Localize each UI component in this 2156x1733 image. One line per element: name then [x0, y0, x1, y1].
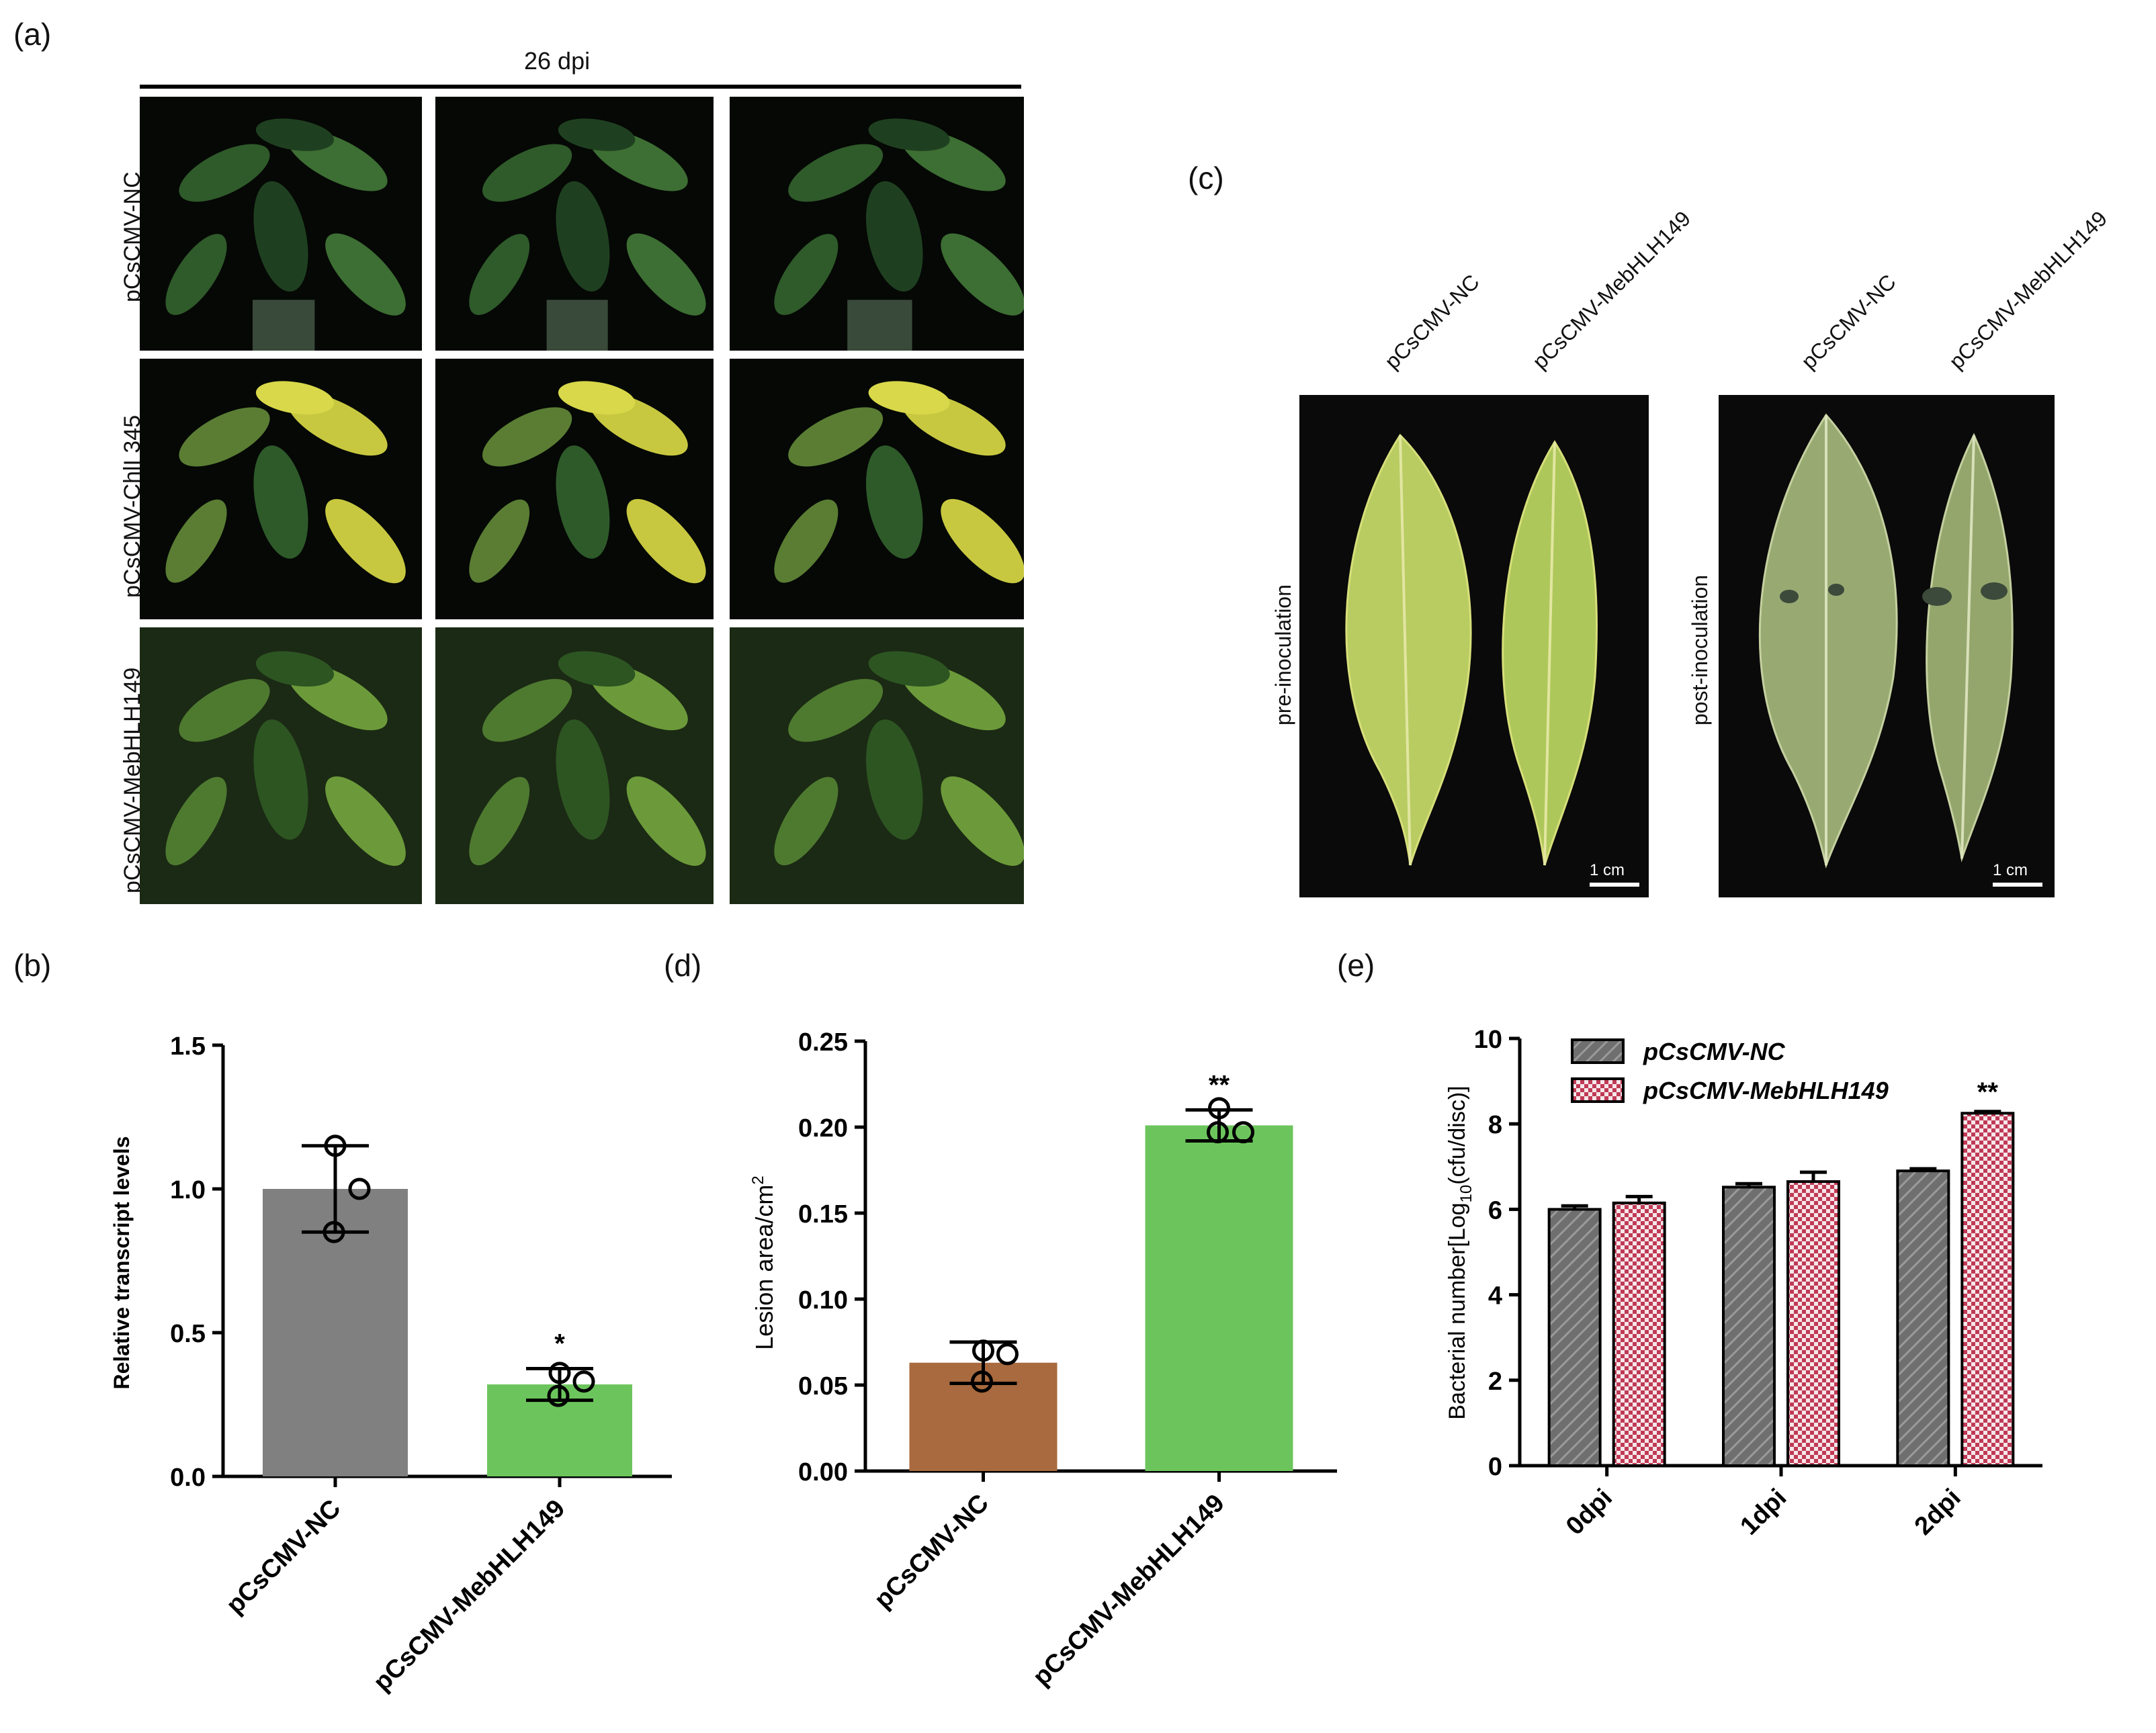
- bar-1-1: [1145, 1125, 1293, 1471]
- data-point-0-1-2: [547, 1384, 570, 1407]
- panel-d-label: (d): [664, 948, 702, 983]
- bar-e-0-2: [1896, 1169, 1950, 1468]
- y-tick-label-e-2: 4: [1488, 1282, 1502, 1310]
- y-tick-label-0-0: 0.0: [170, 1464, 206, 1492]
- panel-b-label: (b): [13, 948, 52, 983]
- data-point-1-0-2: [971, 1370, 993, 1393]
- data-point-0-0-2: [322, 1220, 345, 1243]
- bar-e-0-1: [1722, 1186, 1776, 1467]
- bar-e-1-1: [1786, 1180, 1840, 1468]
- data-point-1-1-2: [1207, 1121, 1229, 1144]
- plant-photo-r1-c1: [140, 97, 422, 351]
- category-label-1-1: pCsCMV-MebHLH149: [1027, 1489, 1230, 1691]
- plant-photo-r2-c2: [435, 359, 714, 619]
- plant-photo-r1-c2: [435, 97, 714, 351]
- leaf-photo-pre-inoculation: [1299, 395, 1649, 897]
- legend-label-e-1: pCsCMV-MebHLH149: [1643, 1077, 1889, 1104]
- category-label-e-0: 0dpi: [1561, 1484, 1618, 1541]
- y-tick-label-1-5: 0.25: [798, 1028, 848, 1057]
- bar-e-1-2: [1960, 1112, 2015, 1468]
- y-tick-label-e-1: 2: [1488, 1368, 1502, 1396]
- data-point-1-0-0: [972, 1339, 994, 1362]
- scale-bar-post: 1 cm: [1993, 861, 2042, 887]
- category-label-0-1: pCsCMV-MebHLH149: [368, 1495, 570, 1697]
- plant-photo-r2-c1: [140, 359, 422, 619]
- y-tick-label-e-0: 0: [1488, 1453, 1502, 1481]
- y-tick-label-1-0: 0.00: [798, 1458, 848, 1486]
- category-label-0-0: pCsCMV-NC: [221, 1495, 346, 1619]
- legend-swatch-e-0: [1571, 1038, 1625, 1064]
- y-tick-label-1-2: 0.10: [798, 1286, 848, 1315]
- data-point-0-1-0: [548, 1362, 571, 1384]
- category-label-1-0: pCsCMV-NC: [869, 1489, 994, 1614]
- y-tick-label-1-1: 0.05: [798, 1372, 848, 1401]
- time-label: 26 dpi: [524, 47, 591, 75]
- data-point-1-0-1: [996, 1343, 1019, 1366]
- data-point-0-1-1: [572, 1370, 595, 1393]
- y-tick-label-e-5: 10: [1474, 1026, 1502, 1054]
- bar-0-0: [263, 1189, 408, 1476]
- y-tick-label-1-4: 0.20: [798, 1114, 848, 1143]
- category-label-e-2: 2dpi: [1909, 1484, 1967, 1541]
- data-point-0-0-1: [348, 1177, 371, 1200]
- y-tick-label-e-4: 8: [1488, 1111, 1502, 1139]
- bar-e-1-0: [1612, 1201, 1666, 1467]
- y-tick-label-0-1: 0.5: [170, 1320, 206, 1348]
- leaf-photo-post-inoculation: [1719, 395, 2055, 897]
- data-point-1-1-1: [1232, 1121, 1254, 1144]
- plant-photo-r3-c1: [140, 627, 422, 904]
- data-point-0-0-0: [324, 1135, 347, 1157]
- time-bracket-line: [140, 85, 1021, 89]
- y-axis-label-e: Bacterial number[Log10(cfu/disc)]: [1444, 1085, 1475, 1419]
- panel-a-label: (a): [13, 17, 52, 52]
- category-label-e-1: 1dpi: [1735, 1484, 1792, 1541]
- scale-bar-pre: 1 cm: [1590, 861, 1639, 887]
- plant-photo-r2-c3: [730, 359, 1024, 619]
- plant-photo-r3-c2: [435, 627, 714, 904]
- significance-e-2: **: [1977, 1077, 1999, 1107]
- significance-0-1: *: [554, 1329, 565, 1359]
- plant-photo-r1-c3: [730, 97, 1024, 351]
- y-tick-label-0-2: 1.0: [170, 1176, 206, 1204]
- y-axis-label-d: Lesion area/cm2: [749, 1175, 778, 1350]
- y-tick-label-1-3: 0.15: [798, 1200, 848, 1229]
- plant-photo-r3-c3: [730, 627, 1024, 904]
- scale-bar-post-label: 1 cm: [1993, 861, 2028, 879]
- panel-e-label: (e): [1337, 948, 1375, 983]
- y-axis-label-b: Relative transcript levels: [110, 1136, 134, 1389]
- y-tick-label-0-3: 1.5: [170, 1032, 206, 1061]
- data-point-1-1-0: [1208, 1097, 1230, 1120]
- y-tick-label-e-3: 6: [1488, 1196, 1502, 1225]
- legend-swatch-e-1: [1571, 1077, 1625, 1103]
- bar-e-0-0: [1547, 1208, 1602, 1468]
- panel-c-label: (c): [1188, 161, 1224, 195]
- legend-label-e-0: pCsCMV-NC: [1643, 1038, 1786, 1065]
- significance-1-1: **: [1209, 1070, 1230, 1100]
- scale-bar-pre-label: 1 cm: [1590, 861, 1625, 879]
